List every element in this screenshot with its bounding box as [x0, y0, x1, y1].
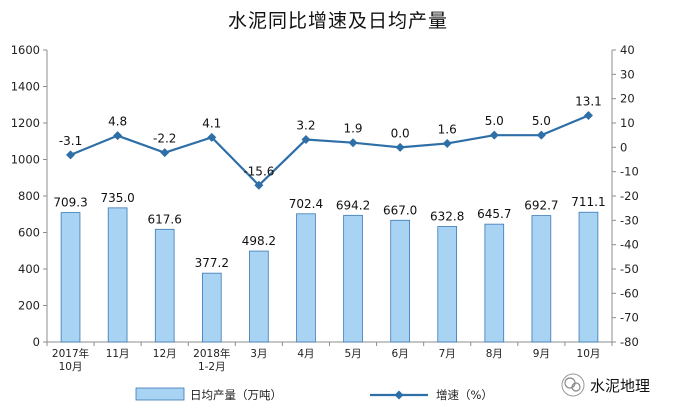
bar-value-label: 711.1 — [571, 195, 605, 209]
bar-value-label: 377.2 — [195, 256, 229, 270]
x-axis-tick-label: 2017年 — [52, 347, 89, 360]
bar-value-label: 645.7 — [477, 207, 511, 221]
growth-point — [395, 142, 405, 152]
legend-line-label: 增速（%） — [436, 388, 493, 402]
growth-value-label: 3.2 — [296, 119, 315, 133]
right-axis-tick-label: 0 — [620, 140, 627, 154]
bar — [154, 228, 175, 343]
left-axis-tick-label: 200 — [18, 299, 40, 313]
bar — [390, 219, 410, 343]
growth-point — [207, 132, 217, 142]
bar-value-label: 632.8 — [430, 210, 464, 224]
bar — [343, 214, 363, 343]
legend-line-marker — [394, 390, 404, 400]
bar — [249, 250, 269, 343]
growth-point — [583, 110, 593, 120]
left-axis-tick-label: 0 — [33, 335, 40, 349]
data-labels: 709.3 735.0 617.6 377.2 498.2 702.4 694.2 667.0… — [53, 94, 605, 270]
left-axis-tick-label: 800 — [18, 189, 40, 203]
right-axis-tick-label: 40 — [620, 43, 635, 57]
growth-value-label: -3.1 — [59, 134, 82, 148]
axes: 02004006008001000120014001600-80-70-60-5… — [11, 43, 639, 373]
growth-value-label: 4.8 — [108, 115, 127, 129]
x-axis-tick-label: 12月 — [153, 348, 177, 360]
growth-value-label: 4.1 — [202, 116, 221, 130]
growth-point — [113, 131, 123, 141]
watermark-text: 水泥地理 — [590, 377, 650, 395]
growth-line — [70, 114, 589, 187]
growth-value-label: 5.0 — [485, 114, 504, 128]
line-series — [66, 110, 593, 190]
left-axis-tick-label: 1200 — [11, 116, 40, 130]
x-axis-tick-label: 7月 — [439, 348, 456, 360]
x-axis-tick-label: 5月 — [344, 348, 361, 360]
x-axis-tick-label: 10月 — [59, 361, 83, 373]
left-axis-tick-label: 600 — [18, 226, 40, 240]
growth-point — [442, 138, 452, 148]
growth-value-label: 5.0 — [532, 114, 551, 128]
bar-value-label: 694.2 — [336, 198, 370, 212]
chart-title: 水泥同比增速及日均产量 — [227, 10, 448, 32]
wechat-logo-bubble-icon — [571, 382, 581, 392]
growth-value-label: 1.6 — [438, 122, 457, 136]
legend-bar-label: 日均产量（万吨） — [190, 388, 282, 402]
growth-value-label: 0.0 — [391, 126, 410, 140]
right-axis-tick-label: 20 — [620, 92, 635, 106]
bar-value-label: 692.7 — [524, 199, 558, 213]
x-axis-tick-label: 11月 — [106, 348, 130, 360]
bar — [531, 215, 552, 343]
left-axis-tick-label: 400 — [18, 262, 40, 276]
bar — [296, 213, 316, 343]
bar — [484, 223, 505, 343]
growth-value-label: 1.9 — [343, 122, 362, 136]
x-axis-tick-label: 9月 — [533, 348, 550, 360]
x-axis-tick-label: 6月 — [392, 348, 409, 360]
left-axis-tick-label: 1600 — [11, 43, 40, 57]
bar — [107, 207, 128, 343]
right-axis-tick-label: -40 — [620, 238, 639, 252]
right-axis-tick-label: 10 — [620, 116, 635, 130]
growth-point — [160, 148, 170, 158]
bar-value-label: 617.6 — [148, 212, 182, 226]
bar-value-label: 709.3 — [53, 196, 87, 210]
x-axis-tick-label: 4月 — [297, 348, 314, 360]
right-axis-tick-label: -30 — [620, 213, 639, 227]
x-axis-tick-label: 1-2月 — [198, 361, 226, 373]
growth-point — [348, 138, 358, 148]
legend-bar-swatch — [135, 387, 185, 401]
bar — [60, 212, 81, 343]
growth-value-label: -2.2 — [153, 132, 176, 146]
left-axis-tick-label: 1000 — [11, 153, 40, 167]
bar-value-label: 702.4 — [289, 197, 323, 211]
x-axis-tick-label: 8月 — [486, 348, 503, 360]
bar — [201, 272, 222, 343]
right-axis-tick-label: 30 — [620, 67, 635, 81]
bar — [437, 226, 458, 343]
growth-point — [66, 150, 76, 160]
right-axis-tick-label: -50 — [620, 262, 639, 276]
right-axis-tick-label: -60 — [620, 286, 639, 300]
growth-value-label: 13.1 — [575, 94, 602, 108]
right-axis-tick-label: -70 — [620, 311, 639, 325]
right-axis-tick-label: -10 — [620, 165, 639, 179]
growth-point — [301, 135, 311, 145]
x-axis-tick-label: 3月 — [250, 348, 267, 360]
left-axis-tick-label: 1400 — [11, 80, 40, 94]
bar-value-label: 667.0 — [383, 203, 417, 217]
bar-value-label: 735.0 — [100, 191, 134, 205]
right-axis-tick-label: -20 — [620, 189, 639, 203]
legend: 日均产量（万吨） 增速（%） — [135, 387, 493, 402]
bar-series — [60, 207, 599, 343]
growth-point — [254, 180, 264, 190]
growth-point — [536, 130, 546, 140]
x-axis-tick-label: 2018年 — [193, 347, 230, 360]
growth-value-label: -15.6 — [243, 164, 274, 178]
watermark: 水泥地理 — [561, 373, 650, 397]
right-axis-tick-label: -80 — [620, 335, 639, 349]
bar — [578, 211, 599, 343]
growth-point — [489, 130, 499, 140]
bar-value-label: 498.2 — [242, 234, 276, 248]
x-axis-tick-label: 10月 — [577, 348, 601, 360]
